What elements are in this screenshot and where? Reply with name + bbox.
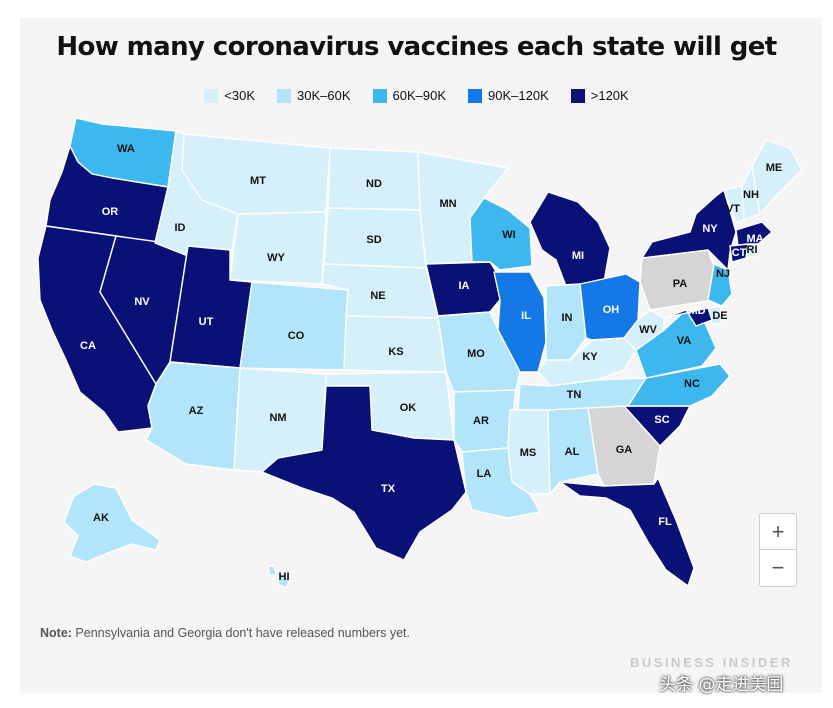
- state-label-id: ID: [175, 222, 186, 234]
- state-mi[interactable]: [529, 191, 611, 287]
- state-label-ga: GA: [616, 444, 633, 456]
- state-label-ma: MA: [746, 233, 763, 245]
- legend-item: 60K–90K: [372, 88, 447, 103]
- footnote: Note: Pennsylvania and Georgia don't hav…: [40, 626, 410, 640]
- state-va[interactable]: [635, 309, 717, 379]
- state-label-az: AZ: [189, 405, 204, 417]
- state-hi[interactable]: [267, 565, 291, 589]
- state-label-mo: MO: [467, 348, 485, 360]
- state-label-ia: IA: [459, 280, 470, 292]
- state-label-va: VA: [677, 335, 692, 347]
- legend: <30K 30K–60K 60K–90K 90K–120K >120K: [0, 88, 833, 103]
- state-co[interactable]: [239, 281, 349, 371]
- state-label-wa: WA: [117, 143, 135, 155]
- legend-swatch: [468, 88, 483, 103]
- state-label-al: AL: [565, 446, 580, 458]
- state-nj[interactable]: [707, 263, 733, 307]
- state-in[interactable]: [545, 283, 587, 361]
- state-ks[interactable]: [343, 315, 447, 373]
- state-label-nc: NC: [684, 378, 700, 390]
- state-al[interactable]: [547, 407, 599, 495]
- state-label-sd: SD: [366, 234, 381, 246]
- state-md[interactable]: [663, 307, 713, 327]
- legend-item: 30K–60K: [277, 88, 351, 103]
- note-label: Note:: [40, 626, 72, 640]
- state-label-ak: AK: [93, 512, 109, 524]
- state-ak[interactable]: [63, 483, 161, 563]
- note-text: Pennsylvania and Georgia don't have rele…: [71, 626, 410, 640]
- legend-swatch: [204, 88, 219, 103]
- state-label-ks: KS: [388, 346, 403, 358]
- state-label-mn: MN: [439, 198, 456, 210]
- state-label-ri: RI: [747, 244, 758, 256]
- state-label-ms: MS: [520, 447, 537, 459]
- zoom-control: + −: [759, 513, 797, 587]
- watermark: 头条 @走进美国: [659, 675, 784, 695]
- state-label-in: IN: [562, 312, 573, 324]
- state-tx[interactable]: [261, 385, 467, 561]
- legend-item: <30K: [204, 88, 255, 103]
- state-label-de: DE: [712, 310, 727, 322]
- state-me[interactable]: [751, 139, 803, 215]
- state-label-ut: UT: [199, 316, 214, 328]
- legend-label: 60K–90K: [392, 88, 447, 103]
- zoom-out-button[interactable]: −: [760, 549, 796, 585]
- state-label-wi: WI: [502, 229, 515, 241]
- legend-label: 30K–60K: [297, 88, 351, 103]
- state-label-ca: CA: [80, 340, 96, 352]
- state-label-md: MD: [688, 305, 705, 317]
- legend-swatch: [372, 88, 387, 103]
- state-label-nv: NV: [134, 296, 150, 308]
- state-label-wv: WV: [639, 324, 657, 336]
- state-tn[interactable]: [517, 377, 647, 411]
- state-label-hi: HI: [279, 571, 290, 583]
- state-label-me: ME: [766, 162, 783, 174]
- state-label-nm: NM: [269, 412, 286, 424]
- state-ma[interactable]: [735, 221, 773, 247]
- state-label-la: LA: [477, 468, 492, 480]
- state-label-ar: AR: [473, 415, 489, 427]
- legend-label: 90K–120K: [488, 88, 549, 103]
- state-label-fl: FL: [658, 516, 672, 528]
- state-label-sc: SC: [654, 414, 669, 426]
- legend-swatch: [570, 88, 585, 103]
- state-label-pa: PA: [673, 278, 688, 290]
- state-label-ne: NE: [370, 290, 385, 302]
- legend-item: >120K: [570, 88, 629, 103]
- legend-label: >120K: [590, 88, 629, 103]
- state-label-oh: OH: [603, 304, 620, 316]
- state-label-wy: WY: [267, 252, 285, 264]
- state-fl[interactable]: [559, 477, 695, 587]
- state-label-vt: VT: [726, 203, 740, 215]
- state-wi[interactable]: [469, 197, 533, 271]
- state-label-il: IL: [521, 310, 531, 322]
- chart-title: How many coronavirus vaccines each state…: [56, 32, 777, 62]
- state-mo[interactable]: [437, 311, 521, 393]
- legend-swatch: [277, 88, 292, 103]
- state-label-nj: NJ: [716, 268, 730, 280]
- brand-logo: BUSINESS INSIDER: [630, 655, 793, 670]
- state-label-ct: CT: [732, 247, 747, 259]
- state-label-nd: ND: [366, 178, 382, 190]
- state-label-mi: MI: [572, 250, 584, 262]
- state-label-ky: KY: [582, 351, 598, 363]
- state-label-tn: TN: [567, 389, 582, 401]
- state-label-or: OR: [102, 206, 119, 218]
- state-ri[interactable]: [745, 243, 759, 259]
- state-label-co: CO: [288, 330, 305, 342]
- state-label-ok: OK: [400, 402, 417, 414]
- state-label-mt: MT: [250, 175, 266, 187]
- state-wy[interactable]: [229, 211, 327, 285]
- state-label-tx: TX: [381, 483, 396, 495]
- legend-item: 90K–120K: [468, 88, 549, 103]
- zoom-in-button[interactable]: +: [771, 518, 785, 544]
- state-label-nh: NH: [743, 189, 759, 201]
- state-label-ny: NY: [702, 223, 718, 235]
- legend-label: <30K: [224, 88, 256, 103]
